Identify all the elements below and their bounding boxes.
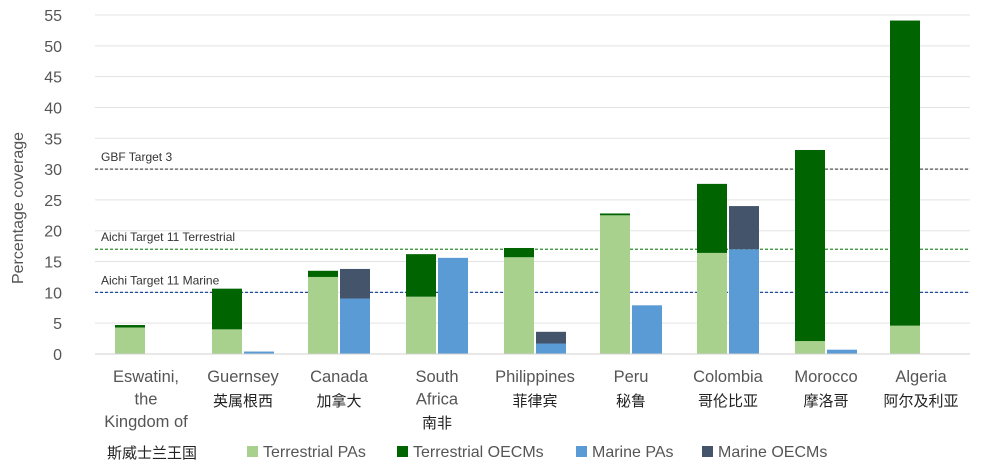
bar-3-terrestrial-oecms (406, 254, 436, 297)
bar-3-terrestrial-pas (406, 296, 436, 354)
y-tick-label-0: 0 (53, 347, 62, 364)
bar-8-terrestrial-pas (890, 325, 920, 354)
y-tick-label-15: 15 (44, 255, 62, 272)
y-tick-label-20: 20 (44, 224, 62, 241)
x-tick-label-4-line-0: Philippines (495, 368, 575, 386)
bar-3-marine-pas (438, 257, 468, 354)
y-axis-title: Percentage coverage (10, 132, 27, 284)
bar-6-marine-pas (729, 249, 759, 354)
x-tick-label-zh-1: 英属根西 (213, 392, 273, 410)
legend-swatch-terrestrial-pas (247, 446, 258, 457)
x-tick-label-8-line-0: Algeria (895, 368, 947, 386)
bar-4-marine-oecms (536, 331, 566, 344)
bar-6-marine-oecms (729, 206, 759, 250)
bar-5-terrestrial-pas (600, 215, 630, 354)
legend-swatch-terrestrial-oecms (397, 446, 408, 457)
legend-label-marine-pas: Marine PAs (592, 444, 674, 461)
bar-7-terrestrial-pas (795, 341, 825, 354)
y-tick-label-30: 30 (44, 162, 62, 179)
bar-2-marine-pas (340, 298, 370, 354)
bar-6-terrestrial-oecms (697, 183, 727, 253)
bar-5-terrestrial-oecms (600, 213, 630, 216)
bar-8-terrestrial-oecms (890, 20, 920, 326)
x-tick-label-5-line-0: Peru (614, 368, 649, 386)
y-tick-label-25: 25 (44, 193, 62, 210)
bar-5-marine-pas (632, 305, 662, 354)
x-tick-label-6-line-0: Colombia (693, 368, 764, 386)
bar-1-terrestrial-pas (212, 329, 242, 354)
x-tick-label-zh-7: 摩洛哥 (803, 392, 848, 410)
legend-label-terrestrial-pas: Terrestrial PAs (263, 444, 366, 461)
y-tick-label-10: 10 (44, 285, 62, 302)
x-tick-label-zh-4: 菲律宾 (512, 393, 557, 410)
x-tick-label-zh-8: 阿尔及利亚 (883, 393, 958, 410)
bar-7-terrestrial-oecms (795, 149, 825, 342)
x-tick-label-0-line-1: the (135, 391, 158, 409)
bar-0-terrestrial-oecms (115, 325, 145, 328)
bar-2-terrestrial-pas (308, 276, 338, 354)
y-tick-label-45: 45 (44, 70, 62, 87)
x-tick-label-7-line-0: Morocco (794, 368, 857, 386)
legend-label-marine-oecms: Marine OECMs (718, 444, 827, 461)
legend-swatch-marine-pas (576, 446, 587, 457)
bar-1-terrestrial-oecms (212, 288, 242, 330)
x-tick-label-3-line-0: South (415, 368, 458, 386)
bar-4-terrestrial-oecms (504, 247, 534, 258)
reference-line-label-1: Aichi Target 11 Terrestrial (101, 230, 235, 244)
x-tick-label-3-line-1: Africa (416, 391, 459, 409)
bar-1-marine-pas (244, 351, 274, 354)
bar-2-marine-oecms (340, 268, 370, 299)
x-tick-label-zh-6: 哥伦比亚 (698, 393, 758, 410)
x-tick-label-zh-2: 加拿大 (316, 392, 361, 410)
bar-4-terrestrial-pas (504, 257, 534, 354)
y-tick-label-55: 55 (44, 8, 62, 25)
bar-0-terrestrial-pas (115, 327, 145, 354)
y-tick-label-5: 5 (53, 316, 62, 333)
x-tick-label-1-line-0: Guernsey (207, 368, 279, 386)
bar-4-marine-pas (536, 343, 566, 354)
y-tick-label-35: 35 (44, 131, 62, 148)
bar-6-terrestrial-pas (697, 252, 727, 354)
bar-2-terrestrial-oecms (308, 270, 338, 277)
reference-line-label-0: GBF Target 3 (101, 150, 172, 164)
y-tick-label-50: 50 (44, 39, 62, 56)
x-tick-label-0-line-0: Eswatini, (113, 368, 179, 386)
x-tick-label-zh-0: 斯威士兰王国 (107, 445, 197, 462)
legend-swatch-marine-oecms (702, 446, 713, 457)
x-tick-label-zh-3: 南非 (422, 415, 452, 432)
legend-label-terrestrial-oecms: Terrestrial OECMs (413, 444, 544, 461)
x-tick-label-0-line-2: Kingdom of (104, 413, 188, 431)
x-tick-label-2-line-0: Canada (310, 368, 369, 386)
y-tick-label-40: 40 (44, 100, 62, 117)
x-tick-label-zh-5: 秘鲁 (616, 393, 646, 410)
bar-7-marine-pas (827, 349, 857, 354)
reference-line-label-2: Aichi Target 11 Marine (101, 273, 220, 287)
